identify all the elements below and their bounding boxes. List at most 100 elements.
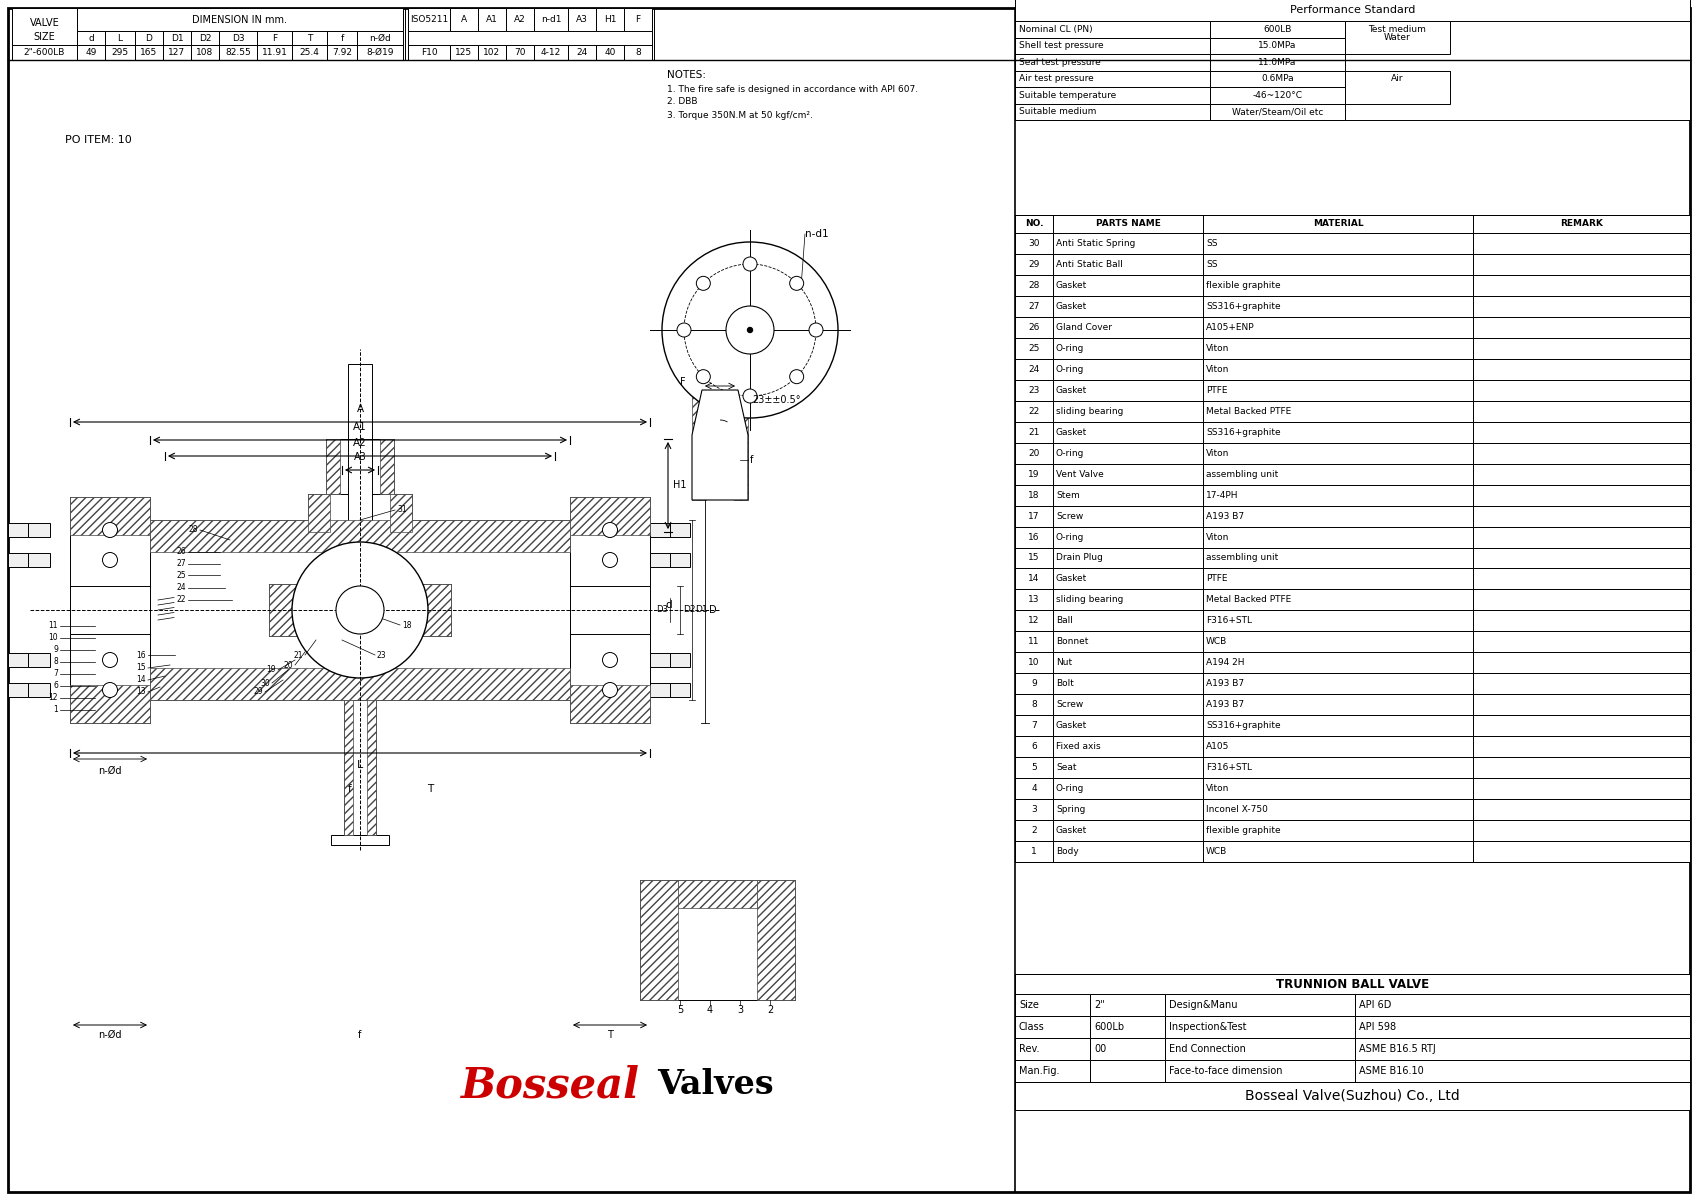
- Text: L: L: [117, 34, 122, 43]
- Text: 19: 19: [1029, 469, 1039, 479]
- Bar: [506, 46, 533, 60]
- Text: A193 B7: A193 B7: [1206, 511, 1245, 521]
- Bar: [1053, 233, 1202, 254]
- Text: Size: Size: [1019, 1000, 1039, 1010]
- Text: 127: 127: [168, 48, 185, 58]
- Bar: [345, 700, 353, 835]
- Bar: [8, 523, 27, 538]
- Bar: [163, 31, 190, 46]
- Text: O-ring: O-ring: [1056, 365, 1085, 373]
- Bar: [1053, 443, 1202, 463]
- Text: D3: D3: [655, 606, 667, 614]
- Bar: [331, 835, 389, 845]
- Bar: [1202, 653, 1472, 673]
- Circle shape: [603, 683, 618, 697]
- Bar: [345, 700, 375, 835]
- Text: T: T: [608, 1030, 613, 1040]
- Bar: [1053, 695, 1202, 715]
- Bar: [149, 668, 571, 700]
- Bar: [423, 584, 452, 636]
- Bar: [1202, 359, 1472, 379]
- Bar: [1211, 86, 1345, 103]
- Bar: [268, 584, 297, 636]
- Text: 13: 13: [136, 688, 146, 696]
- Text: ASME B16.5 RTJ: ASME B16.5 RTJ: [1358, 1044, 1437, 1054]
- Text: Gasket: Gasket: [1056, 302, 1087, 311]
- Text: API 598: API 598: [1358, 1022, 1396, 1032]
- Bar: [1472, 757, 1690, 778]
- Text: L: L: [357, 760, 363, 770]
- Text: O-ring: O-ring: [1056, 533, 1085, 541]
- Bar: [105, 46, 136, 60]
- Bar: [256, 46, 292, 60]
- Text: Seal test pressure: Seal test pressure: [1019, 58, 1100, 67]
- Text: SS316+graphite: SS316+graphite: [1206, 721, 1280, 731]
- Text: 1. The fire safe is designed in accordance with API 607.: 1. The fire safe is designed in accordan…: [667, 84, 919, 94]
- Text: ISO5211: ISO5211: [409, 16, 448, 24]
- Bar: [292, 31, 328, 46]
- Text: Gasket: Gasket: [1056, 575, 1087, 583]
- Text: 5: 5: [678, 1006, 683, 1015]
- Bar: [671, 653, 689, 667]
- Bar: [650, 653, 672, 667]
- Text: 24: 24: [177, 583, 187, 593]
- Text: F: F: [679, 377, 686, 386]
- Bar: [1345, 20, 1450, 37]
- Bar: [1015, 757, 1053, 778]
- Text: 31: 31: [397, 505, 406, 515]
- Text: H1: H1: [604, 16, 616, 24]
- Bar: [1015, 695, 1053, 715]
- Bar: [12, 8, 402, 60]
- Bar: [571, 685, 650, 722]
- Bar: [1355, 994, 1690, 1016]
- Text: 23: 23: [377, 650, 387, 660]
- Bar: [1015, 296, 1053, 317]
- Text: D: D: [146, 34, 153, 43]
- Bar: [1015, 317, 1053, 338]
- Bar: [1053, 841, 1202, 862]
- Bar: [1090, 994, 1165, 1016]
- Bar: [256, 31, 292, 46]
- Text: 14: 14: [1029, 575, 1039, 583]
- Text: A3: A3: [353, 452, 367, 462]
- Bar: [533, 46, 569, 60]
- Bar: [1202, 485, 1472, 505]
- Bar: [8, 653, 27, 667]
- Text: n-d1: n-d1: [540, 16, 562, 24]
- Text: 8: 8: [635, 48, 640, 58]
- Polygon shape: [693, 390, 749, 500]
- Text: ASME B16.10: ASME B16.10: [1358, 1066, 1423, 1076]
- Text: Design&Manu: Design&Manu: [1168, 1000, 1238, 1010]
- Text: 4: 4: [706, 1006, 713, 1015]
- Bar: [1053, 631, 1202, 653]
- Bar: [571, 497, 650, 535]
- Text: 600LB: 600LB: [1263, 25, 1292, 34]
- Bar: [27, 523, 49, 538]
- Text: Drain Plug: Drain Plug: [1056, 553, 1104, 563]
- Circle shape: [102, 653, 117, 667]
- Bar: [1202, 820, 1472, 841]
- Bar: [1165, 994, 1355, 1016]
- Text: 19: 19: [267, 666, 277, 674]
- Bar: [1015, 569, 1053, 589]
- Text: A: A: [460, 16, 467, 24]
- Bar: [357, 46, 402, 60]
- Bar: [1015, 1082, 1690, 1110]
- Text: flexible graphite: flexible graphite: [1206, 826, 1280, 835]
- Circle shape: [292, 542, 428, 678]
- Bar: [1015, 736, 1053, 757]
- Text: 3: 3: [737, 1006, 744, 1015]
- Text: Ball: Ball: [1056, 617, 1073, 625]
- Bar: [292, 46, 328, 60]
- Text: 8: 8: [53, 658, 58, 666]
- Text: d: d: [666, 600, 672, 610]
- Text: f: f: [340, 34, 343, 43]
- Bar: [1053, 527, 1202, 547]
- Bar: [1202, 443, 1472, 463]
- Text: T: T: [426, 784, 433, 794]
- Bar: [1472, 463, 1690, 485]
- Bar: [408, 8, 652, 60]
- Text: SS: SS: [1206, 260, 1217, 269]
- Bar: [70, 497, 149, 722]
- Bar: [1015, 1016, 1090, 1038]
